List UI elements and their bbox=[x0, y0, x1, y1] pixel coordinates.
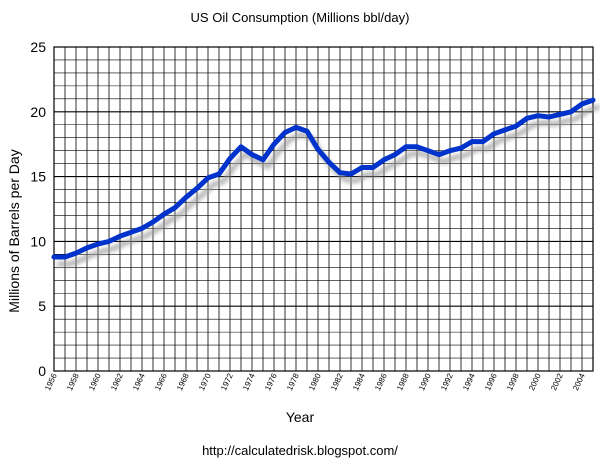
data-point bbox=[172, 205, 178, 211]
data-point bbox=[293, 124, 299, 130]
data-point bbox=[403, 144, 409, 150]
data-point bbox=[106, 239, 112, 244]
y-tick-label: 20 bbox=[30, 104, 46, 120]
x-tick-label: 1974 bbox=[241, 372, 257, 392]
data-point bbox=[271, 141, 277, 147]
data-point bbox=[590, 97, 596, 103]
x-axis-title: Year bbox=[286, 409, 315, 425]
data-point bbox=[337, 170, 343, 176]
x-tick-label: 2004 bbox=[571, 372, 587, 392]
x-tick-label: 1978 bbox=[285, 372, 301, 392]
data-point bbox=[436, 152, 442, 157]
data-point bbox=[238, 144, 244, 150]
data-point bbox=[557, 111, 563, 117]
x-tick-label: 1986 bbox=[373, 372, 389, 392]
data-point bbox=[392, 152, 398, 157]
x-tick-label: 1996 bbox=[483, 372, 499, 392]
data-point bbox=[535, 113, 541, 119]
y-tick-label: 25 bbox=[30, 39, 46, 55]
series-line-oil-consumption bbox=[51, 97, 596, 260]
y-tick-label: 0 bbox=[38, 363, 46, 379]
data-point bbox=[381, 157, 387, 163]
data-point bbox=[304, 128, 310, 134]
x-tick-label: 1992 bbox=[439, 372, 455, 392]
x-tick-label: 1960 bbox=[87, 372, 103, 392]
source-url: http://calculatedrisk.blogspot.com/ bbox=[202, 443, 398, 458]
x-tick-label: 1964 bbox=[131, 372, 147, 392]
data-point bbox=[282, 130, 288, 135]
data-point bbox=[161, 211, 167, 217]
grid-lines bbox=[53, 46, 594, 372]
data-point bbox=[249, 152, 255, 157]
data-point bbox=[480, 139, 486, 145]
data-point bbox=[183, 194, 189, 200]
x-tick-label: 1966 bbox=[153, 372, 169, 392]
data-point bbox=[139, 226, 145, 231]
x-tick-label: 1976 bbox=[263, 372, 279, 392]
y-tick-label: 10 bbox=[30, 233, 46, 249]
chart-title: US Oil Consumption (Millions bbl/day) bbox=[191, 10, 410, 25]
data-point bbox=[579, 101, 585, 107]
data-point bbox=[513, 123, 519, 129]
plot-frame bbox=[53, 46, 594, 372]
data-point bbox=[326, 159, 332, 165]
data-point bbox=[95, 241, 101, 247]
x-tick-label: 1994 bbox=[461, 372, 477, 392]
data-point bbox=[524, 115, 530, 121]
data-point bbox=[469, 139, 475, 145]
data-point bbox=[260, 157, 266, 163]
data-point bbox=[447, 148, 453, 154]
y-axis-title: Millions of Barrels per Day bbox=[6, 149, 22, 312]
data-point bbox=[502, 127, 508, 133]
data-point bbox=[84, 245, 90, 251]
data-point bbox=[128, 229, 134, 235]
x-tick-label: 1988 bbox=[395, 372, 411, 392]
axes bbox=[53, 46, 594, 372]
x-tick-label: 1998 bbox=[505, 372, 521, 392]
x-tick-label: 1980 bbox=[307, 372, 323, 392]
y-tick-label: 15 bbox=[30, 169, 46, 185]
data-point bbox=[216, 171, 222, 177]
x-tick-label: 1982 bbox=[329, 372, 345, 392]
series-line-shadow bbox=[56, 104, 600, 267]
data-point bbox=[194, 185, 200, 191]
x-tick-label: 1962 bbox=[109, 372, 125, 392]
data-point bbox=[425, 148, 431, 154]
x-tick-label: 1968 bbox=[175, 372, 191, 392]
data-series bbox=[51, 97, 600, 267]
data-point bbox=[359, 165, 365, 170]
y-tick-label: 5 bbox=[38, 298, 46, 314]
data-point bbox=[546, 114, 552, 120]
x-tick-label: 1970 bbox=[197, 372, 213, 392]
data-point bbox=[568, 109, 574, 115]
data-point bbox=[62, 254, 68, 260]
data-point bbox=[205, 175, 211, 181]
data-point bbox=[491, 131, 497, 137]
data-point bbox=[315, 146, 321, 152]
x-tick-label: 1958 bbox=[65, 372, 81, 392]
x-tick-label: 1990 bbox=[417, 372, 433, 392]
data-point bbox=[51, 254, 57, 260]
data-point bbox=[348, 171, 354, 177]
data-point bbox=[73, 250, 79, 256]
data-point bbox=[150, 219, 156, 225]
x-tick-label: 2002 bbox=[549, 372, 565, 392]
data-point bbox=[227, 156, 233, 161]
x-tick-label: 1972 bbox=[219, 372, 235, 392]
x-tick-label: 2000 bbox=[527, 372, 543, 392]
data-point bbox=[117, 233, 123, 239]
data-point bbox=[458, 145, 464, 151]
x-tick-label: 1984 bbox=[351, 372, 367, 392]
data-point bbox=[370, 165, 376, 170]
data-point bbox=[414, 144, 420, 150]
